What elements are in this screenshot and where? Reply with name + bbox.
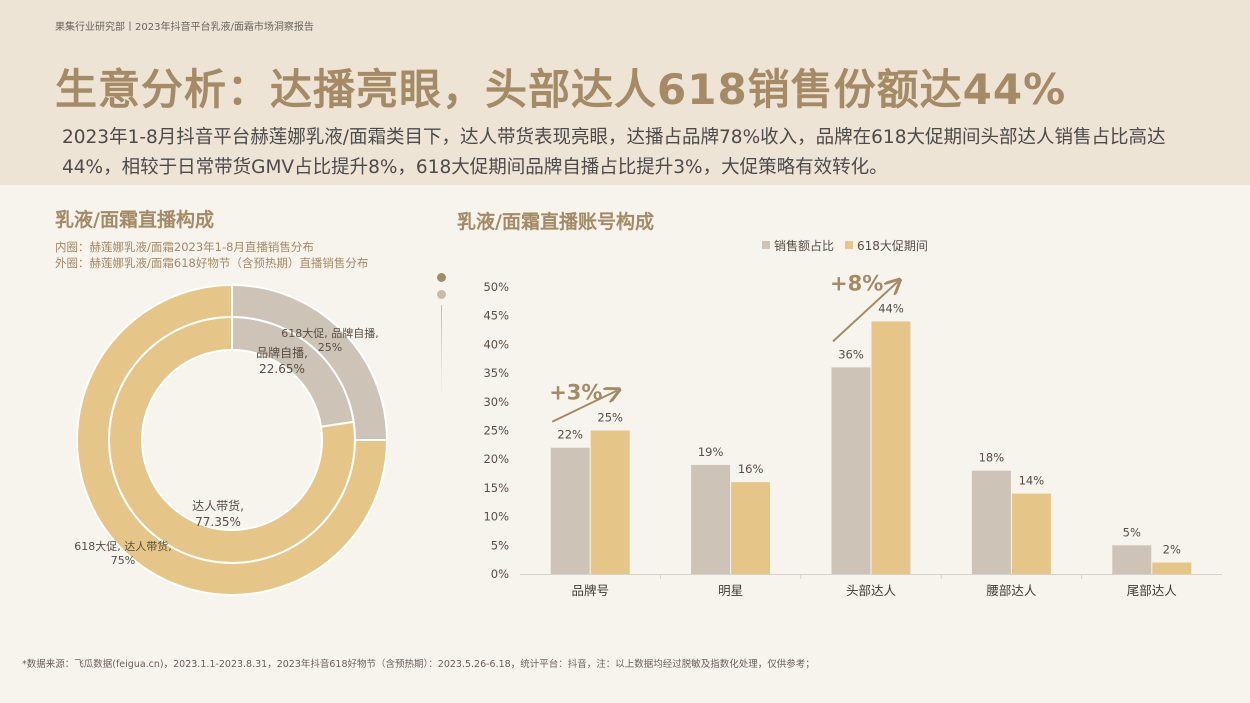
header-band: 果集行业研究部丨2023年抖音平台乳液/面霜市场洞察报告 生意分析：达播亮眼，头…: [0, 0, 1250, 185]
growth-annotation: +3%: [549, 381, 602, 405]
outer-ring-note: 外圈：赫莲娜乳液/面霜618好物节（含预热期）直播销售分布: [55, 256, 369, 270]
bar-promo-618-3: [1011, 493, 1051, 574]
legend-swatch-1: [845, 241, 853, 249]
y-tick-label: 5%: [491, 538, 509, 552]
breadcrumb: 果集行业研究部丨2023年抖音平台乳液/面霜市场洞察报告: [55, 22, 314, 33]
pager-line: [441, 305, 442, 397]
legend-label-1: 618大促期间: [857, 239, 928, 253]
y-tick-label: 35%: [483, 366, 509, 380]
donut-label-outer-1-1: 75%: [111, 554, 135, 567]
page-subtitle: 2023年1-8月抖音平台赫莲娜乳液/面霜类目下，达人带货表现亮眼，达播占品牌7…: [62, 127, 1166, 178]
bar-value-label: 44%: [878, 301, 904, 315]
bar-value-label: 22%: [557, 428, 583, 442]
legend-label-0: 销售额占比: [774, 238, 834, 253]
y-tick-label: 20%: [483, 452, 509, 466]
growth-arrow: [551, 391, 617, 423]
x-category-label: 明星: [718, 583, 743, 598]
y-tick-label: 45%: [483, 309, 509, 323]
bar-value-label: 25%: [597, 411, 623, 425]
y-tick-label: 15%: [483, 481, 509, 495]
bar-value-label: 19%: [698, 445, 724, 459]
donut-label-outer-1-0: 618大促, 达人带货,: [74, 539, 172, 553]
y-tick-label: 40%: [483, 337, 509, 351]
bar-value-label: 5%: [1123, 525, 1141, 539]
page-title: 生意分析：达播亮眼，头部达人618销售份额达44%: [55, 65, 1067, 114]
bar-chart: 销售额占比 618大促期间 0% 5% 10% 15% 20% 25% 30% 35% 40% 45%…: [483, 238, 1222, 598]
bar-promo-618-4: [1152, 562, 1192, 574]
donut-chart: 品牌自播, 22.65% 达人带货, 77.35% 618大促, 品牌自播,25% 618…: [74, 283, 389, 596]
bar-promo-618-0: [590, 430, 630, 574]
bar-promo-618-1: [731, 482, 771, 574]
bar-value-label: 14%: [1019, 474, 1045, 488]
donut-label-inner-0-1: 22.65%: [259, 362, 305, 376]
donut-outer-slice-1: [76, 283, 389, 596]
x-category-label: 尾部达人: [1127, 583, 1178, 598]
donut-label-inner-0-0: 品牌自播,: [256, 346, 308, 360]
inner-ring-note: 内圈：赫莲娜乳液/面霜2023年1-8月直播销售分布: [55, 240, 314, 254]
growth-arrow: [832, 281, 898, 343]
donut-label-outer-0-0: 618大促, 品牌自播,: [281, 326, 379, 340]
x-category-label: 品牌号: [571, 583, 609, 598]
bar-sales-share-3: [971, 470, 1011, 574]
pager-dot: [437, 290, 446, 299]
donut-label-inner-1-0: 达人带货,: [192, 498, 244, 513]
bar-sales-share-0: [550, 447, 590, 574]
bar-sales-share-4: [1112, 545, 1152, 574]
donut-label-outer-0-1: 25%: [318, 341, 342, 354]
donut-section-title: 乳液/面霜直播构成: [55, 209, 214, 231]
bar-promo-618-2: [871, 321, 911, 574]
y-tick-label: 50%: [483, 280, 509, 294]
footnote: *数据来源：飞瓜数据(feigua.cn)，2023.1.1-2023.8.31…: [22, 659, 815, 670]
y-tick-label: 0%: [491, 567, 509, 581]
bar-section-title: 乳液/面霜直播账号构成: [457, 211, 654, 233]
bar-sales-share-2: [831, 367, 871, 574]
bar-value-label: 16%: [738, 462, 764, 476]
pager-dot-active: [437, 273, 446, 282]
x-category-label: 腰部达人: [986, 583, 1037, 598]
bar-value-label: 36%: [838, 347, 864, 361]
donut-label-inner-1-1: 77.35%: [195, 515, 241, 529]
y-tick-label: 10%: [483, 510, 509, 524]
y-tick-label: 30%: [483, 395, 509, 409]
y-tick-label: 25%: [483, 424, 509, 438]
x-category-label: 头部达人: [846, 583, 897, 598]
growth-annotation: +8%: [830, 271, 883, 295]
legend-swatch-0: [762, 241, 770, 249]
bar-value-label: 18%: [979, 451, 1005, 465]
bar-value-label: 2%: [1163, 543, 1181, 557]
bar-sales-share-1: [691, 464, 731, 574]
pager-dots: [437, 273, 447, 403]
